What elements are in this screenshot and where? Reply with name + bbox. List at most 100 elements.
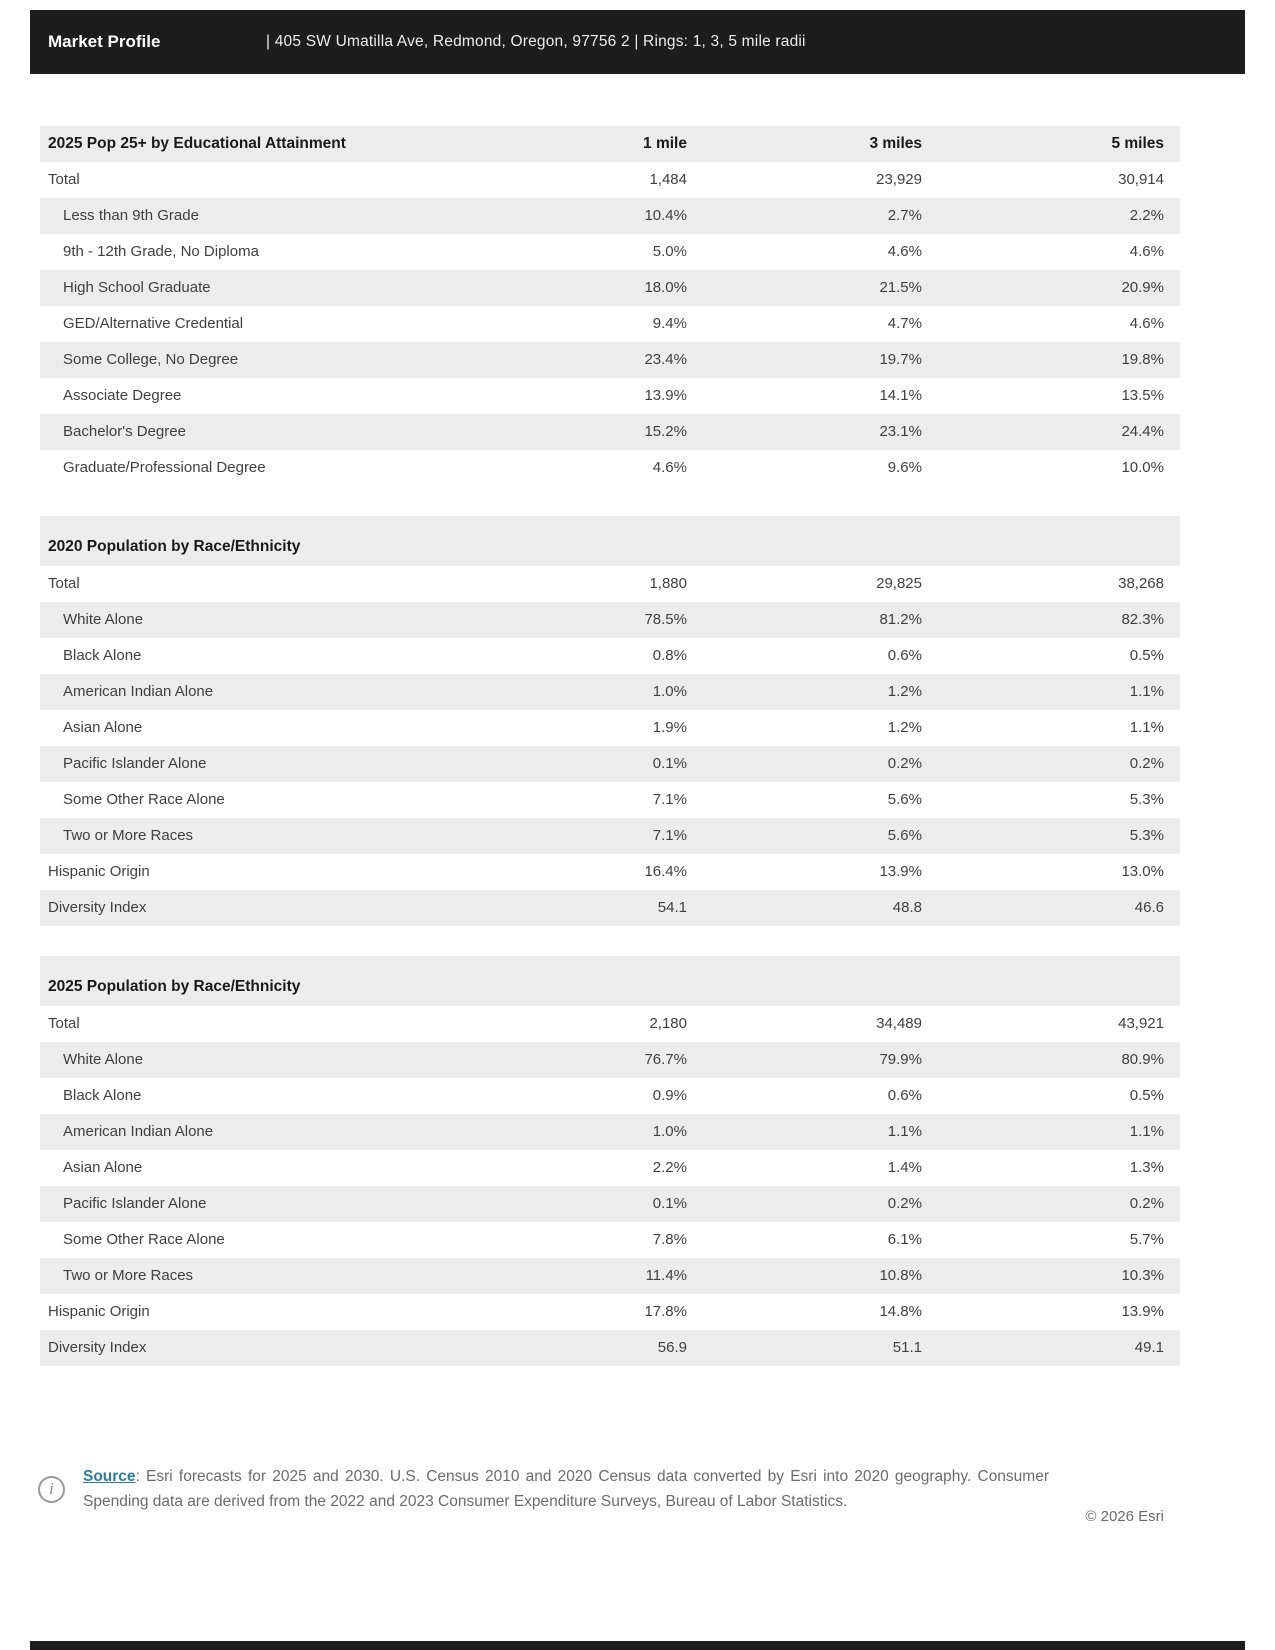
table-title: 2020 Population by Race/Ethnicity xyxy=(48,538,301,556)
row-label: 9th - 12th Grade, No Diploma xyxy=(63,243,259,260)
row-value: 80.9% xyxy=(1121,1051,1164,1068)
row-value: 0.2% xyxy=(887,1195,922,1212)
row-value: 2.2% xyxy=(652,1159,687,1176)
row-value: 0.6% xyxy=(887,647,922,664)
row-value: 0.5% xyxy=(1129,1087,1164,1104)
row-value: 10.0% xyxy=(1121,459,1164,476)
row-value: 1,880 xyxy=(649,575,687,592)
row-label: Diversity Index xyxy=(48,899,147,916)
row-value: 4.6% xyxy=(1129,243,1164,260)
row-value: 49.1 xyxy=(1134,1339,1164,1356)
table-row: Total 2,180 34,489 43,921 xyxy=(40,1006,1180,1042)
table-row: White Alone 78.5% 81.2% 82.3% xyxy=(40,602,1180,638)
row-label: Total xyxy=(48,575,80,592)
row-value: 1.9% xyxy=(652,719,687,736)
column-header: 1 mile xyxy=(643,134,687,152)
row-label: Asian Alone xyxy=(63,719,143,736)
table-row: Black Alone 0.9% 0.6% 0.5% xyxy=(40,1078,1180,1114)
row-value: 13.5% xyxy=(1121,387,1164,404)
row-value: 1.2% xyxy=(887,683,922,700)
row-label: Total xyxy=(48,1015,80,1032)
row-value: 18.0% xyxy=(644,279,687,296)
table-title: 2025 Pop 25+ by Educational Attainment xyxy=(48,134,346,152)
row-value: 9.4% xyxy=(652,315,687,332)
row-value: 82.3% xyxy=(1121,611,1164,628)
row-value: 30,914 xyxy=(1118,171,1164,188)
row-label: Hispanic Origin xyxy=(48,863,150,880)
row-label: GED/Alternative Credential xyxy=(63,315,244,332)
row-value: 21.5% xyxy=(879,279,922,296)
table-section: 2025 Population by Race/Ethnicity Total 2,… xyxy=(40,956,1180,1366)
row-value: 20.9% xyxy=(1121,279,1164,296)
row-value: 14.8% xyxy=(879,1303,922,1320)
table-row: American Indian Alone 1.0% 1.2% 1.1% xyxy=(40,674,1180,710)
row-value: 4.6% xyxy=(1129,315,1164,332)
table-row: GED/Alternative Credential 9.4% 4.7% 4.6% xyxy=(40,306,1180,342)
row-value: 5.6% xyxy=(887,827,922,844)
info-icon: i xyxy=(38,1475,65,1503)
table-row: Some Other Race Alone 7.8% 6.1% 5.7% xyxy=(40,1222,1180,1258)
row-value: 23,929 xyxy=(876,171,922,188)
row-label: Some Other Race Alone xyxy=(63,791,225,808)
table-row: American Indian Alone 1.0% 1.1% 1.1% xyxy=(40,1114,1180,1150)
row-value: 43,921 xyxy=(1118,1015,1164,1032)
row-value: 34,489 xyxy=(876,1015,922,1032)
table-header-row: 2020 Population by Race/Ethnicity xyxy=(40,516,1180,566)
table-header-row: 2025 Population by Race/Ethnicity xyxy=(40,956,1180,1006)
row-value: 1.1% xyxy=(887,1123,922,1140)
row-label: Black Alone xyxy=(63,1087,142,1104)
row-value: 19.8% xyxy=(1121,351,1164,368)
footer: i Source: Esri forecasts for 2025 and 20… xyxy=(38,1464,1050,1514)
row-value: 23.1% xyxy=(879,423,922,440)
row-value: 5.0% xyxy=(652,243,687,260)
row-label: Black Alone xyxy=(63,647,142,664)
row-label: High School Graduate xyxy=(63,279,211,296)
source-text: : Esri forecasts for 2025 and 2030. U.S.… xyxy=(83,1468,1049,1510)
row-value: 0.2% xyxy=(1129,755,1164,772)
table-row: Less than 9th Grade 10.4% 2.7% 2.2% xyxy=(40,198,1180,234)
row-label: Less than 9th Grade xyxy=(63,207,199,224)
table-row: Hispanic Origin 16.4% 13.9% 13.0% xyxy=(40,854,1180,890)
row-value: 1.0% xyxy=(652,1123,687,1140)
row-value: 0.8% xyxy=(652,647,687,664)
row-value: 13.9% xyxy=(879,863,922,880)
row-value: 9.6% xyxy=(887,459,922,476)
source-link[interactable]: Source xyxy=(83,1468,136,1485)
row-label: White Alone xyxy=(63,611,144,628)
table-row: Black Alone 0.8% 0.6% 0.5% xyxy=(40,638,1180,674)
row-value: 0.2% xyxy=(1129,1195,1164,1212)
row-value: 10.3% xyxy=(1121,1267,1164,1284)
row-label: Asian Alone xyxy=(63,1159,143,1176)
copyright-notice: © 2026 Esri xyxy=(1085,1508,1164,1525)
row-label: White Alone xyxy=(63,1051,144,1068)
table-row: Total 1,484 23,929 30,914 xyxy=(40,162,1180,198)
row-value: 0.5% xyxy=(1129,647,1164,664)
row-value: 78.5% xyxy=(644,611,687,628)
row-label: Hispanic Origin xyxy=(48,1303,150,1320)
row-value: 13.9% xyxy=(1121,1303,1164,1320)
row-label: Some College, No Degree xyxy=(63,351,239,368)
table-row: Some College, No Degree 23.4% 19.7% 19.8% xyxy=(40,342,1180,378)
row-value: 13.9% xyxy=(644,387,687,404)
row-value: 19.7% xyxy=(879,351,922,368)
row-value: 38,268 xyxy=(1118,575,1164,592)
row-value: 5.3% xyxy=(1129,827,1164,844)
table-row: Asian Alone 1.9% 1.2% 1.1% xyxy=(40,710,1180,746)
table-row: Hispanic Origin 17.8% 14.8% 13.9% xyxy=(40,1294,1180,1330)
row-value: 11.4% xyxy=(645,1267,687,1284)
table-row: Pacific Islander Alone 0.1% 0.2% 0.2% xyxy=(40,1186,1180,1222)
row-label: American Indian Alone xyxy=(63,683,214,700)
row-label: American Indian Alone xyxy=(63,1123,214,1140)
row-label: Total xyxy=(48,171,80,188)
table-row: Graduate/Professional Degree 4.6% 9.6% 10.0… xyxy=(40,450,1180,486)
table-title: 2025 Population by Race/Ethnicity xyxy=(48,978,301,996)
row-value: 16.4% xyxy=(644,863,687,880)
row-label: Pacific Islander Alone xyxy=(63,755,207,772)
row-value: 0.1% xyxy=(652,755,687,772)
row-value: 15.2% xyxy=(644,423,687,440)
row-value: 7.1% xyxy=(652,827,687,844)
row-value: 4.7% xyxy=(887,315,922,332)
row-value: 81.2% xyxy=(879,611,922,628)
row-value: 29,825 xyxy=(876,575,922,592)
row-value: 1.1% xyxy=(1129,1123,1164,1140)
